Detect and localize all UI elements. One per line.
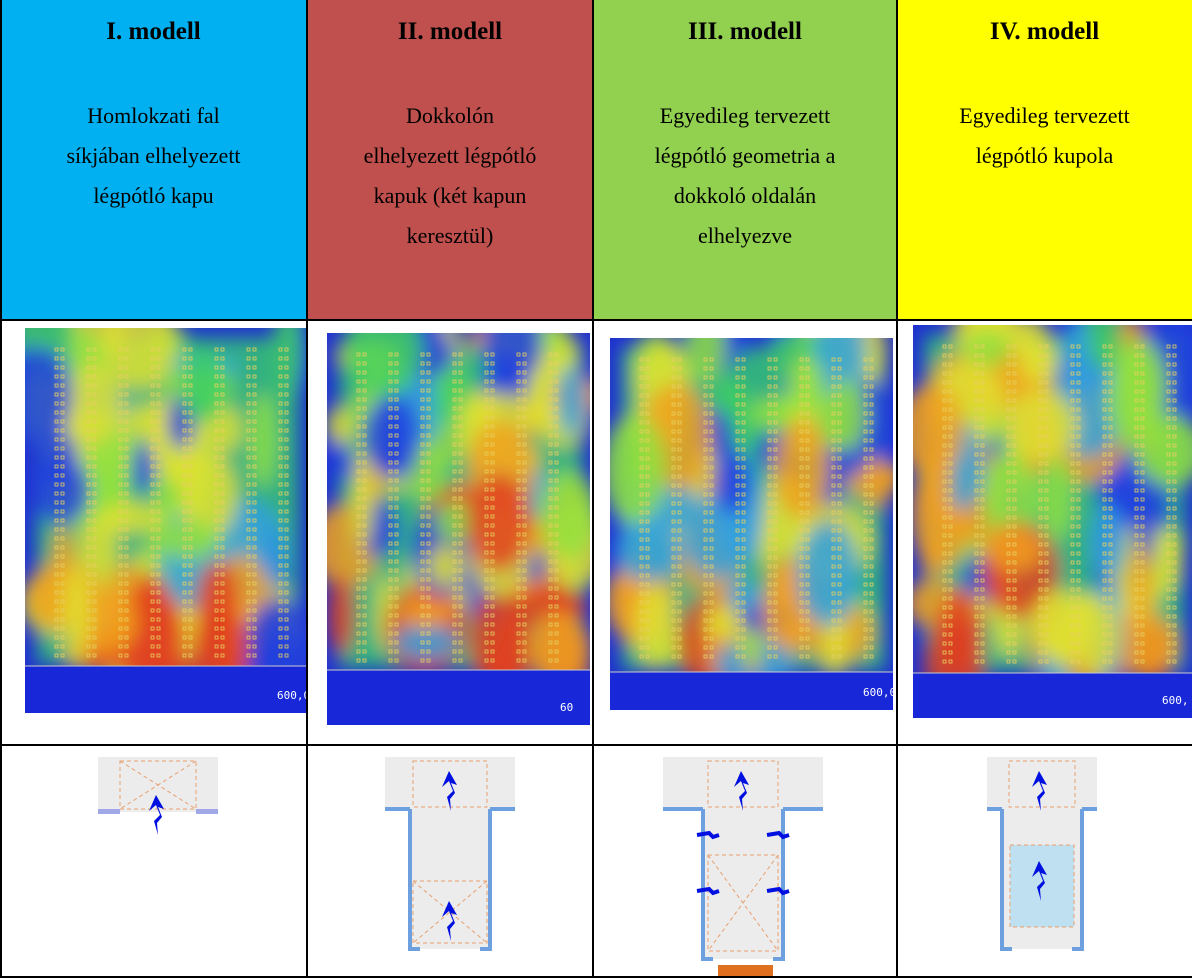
image-detail: [610, 338, 893, 689]
image-detail: [1108, 349, 1159, 451]
description-line: légpótló kupola: [897, 136, 1192, 176]
simulation-image: 600,: [913, 325, 1192, 718]
description-line: kapuk (két kapun: [307, 176, 593, 216]
table-rule: [0, 0, 2, 978]
description-line: elhelyezett légpótló: [307, 136, 593, 176]
diagram: [897, 745, 1192, 978]
table-rule: [896, 0, 898, 978]
image-band: [610, 672, 893, 710]
image-detail: [774, 418, 829, 518]
description-line: keresztül): [307, 216, 593, 256]
description-line: Homlokzati fal: [0, 96, 307, 136]
table-rule: [306, 0, 308, 978]
diagram: [593, 745, 897, 978]
description-cell: Egyedileg tervezettlégpótló geometria ad…: [593, 80, 897, 320]
image-detail: [467, 474, 532, 571]
description-cell: Homlokzati falsíkjában elhelyezettlégpót…: [0, 80, 307, 320]
description-line: légpótló geometria a: [593, 136, 897, 176]
image-detail: [328, 575, 355, 654]
image-detail: [25, 328, 307, 704]
description-line: Egyedileg tervezett: [593, 96, 897, 136]
image-detail: [181, 349, 227, 423]
description-line: Egyedileg tervezett: [897, 96, 1192, 136]
image-label: 600,0: [863, 686, 893, 699]
header-cell: I. modell: [0, 0, 307, 80]
image-detail: [427, 545, 464, 587]
description-line: Dokkolón: [307, 96, 593, 136]
diagram: [307, 745, 593, 978]
image-detail: [250, 392, 277, 488]
image-detail: [913, 325, 1192, 715]
image-detail: [964, 331, 1011, 367]
description-line: elhelyezve: [593, 216, 897, 256]
image-band: [913, 673, 1192, 718]
simulation-image: 600,0: [25, 328, 307, 713]
image-detail: [713, 449, 751, 515]
header-cell: III. modell: [593, 0, 897, 80]
image-detail: [1130, 547, 1152, 626]
header-cell: IV. modell: [897, 0, 1192, 80]
page: I. modell II. modell III. modell IV. mod…: [0, 0, 1192, 978]
simulation-image: 600,0: [610, 338, 893, 710]
image-detail: [924, 433, 953, 531]
table-rule: [0, 744, 1192, 746]
image-detail: [983, 460, 1006, 532]
image-label: 600,0: [277, 689, 307, 702]
diagram: [0, 745, 307, 978]
image-detail: [635, 584, 676, 669]
image-detail: [556, 365, 585, 436]
table-rule: [0, 319, 1192, 321]
image-detail: [399, 598, 451, 629]
description-line: síkjában elhelyezett: [0, 136, 307, 176]
image-label: 600,: [1162, 694, 1189, 707]
image-band: [25, 666, 307, 713]
simulation-image: 60: [327, 333, 590, 725]
image-band: [327, 670, 590, 725]
description-cell: Egyedileg tervezettlégpótló kupola: [897, 80, 1192, 320]
header-cell: II. modell: [307, 0, 593, 80]
image-detail: [1041, 456, 1074, 542]
image-detail: [860, 458, 892, 509]
image-detail: [984, 528, 1043, 572]
image-detail: [1090, 505, 1125, 578]
table-rule: [592, 0, 594, 978]
description-line: dokkoló oldalán: [593, 176, 897, 216]
description-line: légpótló kapu: [0, 176, 307, 216]
image-label: 60: [560, 701, 573, 714]
image-detail: [63, 565, 91, 671]
